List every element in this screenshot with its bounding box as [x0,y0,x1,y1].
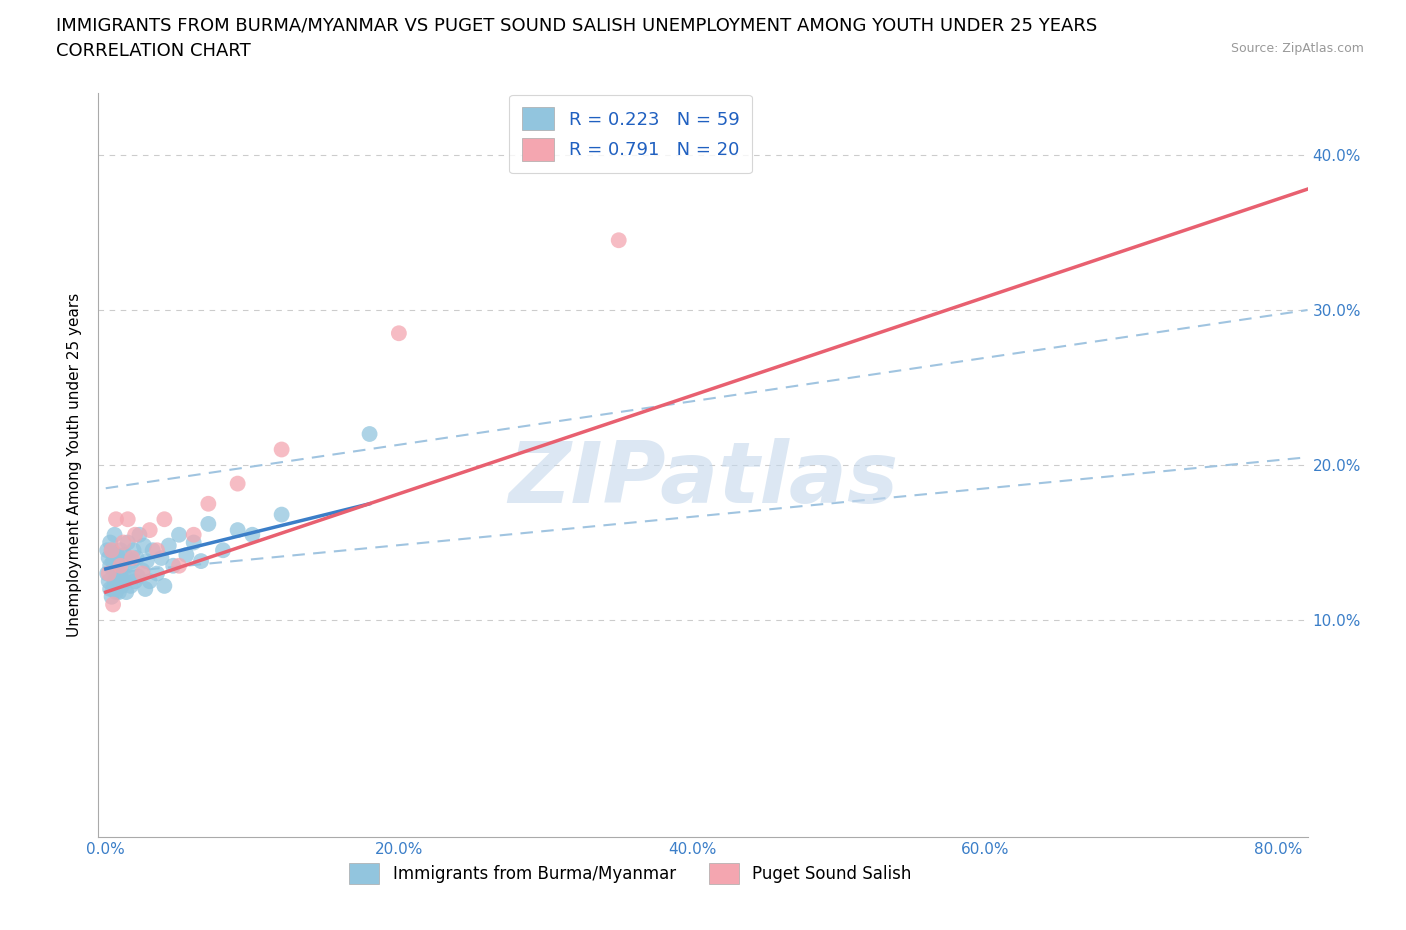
Point [97,566,120,581]
Point [388,326,411,340]
Point [108,566,131,581]
Point [122,543,145,558]
Point [176,548,198,563]
Point [146,566,169,581]
Point [167,558,190,573]
Point [150,551,173,565]
Point [103,527,125,542]
Point [105,512,128,526]
Point [107,548,129,563]
Point [132,538,155,553]
Point [111,553,134,568]
Point [240,527,263,542]
Legend: Immigrants from Burma/Myanmar, Puget Sound Salish: Immigrants from Burma/Myanmar, Puget Sou… [337,851,924,896]
Y-axis label: Unemployment Among Youth under 25 years: Unemployment Among Youth under 25 years [67,293,83,637]
Point [117,535,139,550]
Point [197,497,219,512]
Point [107,574,129,589]
Point [110,558,132,573]
Point [97,551,120,565]
Point [183,535,205,550]
Point [131,563,153,578]
Point [270,507,292,522]
Point [114,548,136,563]
Point [124,527,146,542]
Point [96,543,118,558]
Point [125,551,148,565]
Point [117,558,139,573]
Point [103,574,125,589]
Text: ZIPatlas: ZIPatlas [508,438,898,522]
Point [105,585,128,600]
Point [110,543,132,558]
Point [120,578,142,593]
Point [359,427,381,442]
Point [142,543,165,558]
Point [121,551,143,565]
Point [112,566,135,581]
Point [127,569,149,584]
Point [117,512,139,526]
Point [607,232,630,247]
Point [226,523,249,538]
Point [111,578,134,593]
Point [100,590,122,604]
Point [118,569,141,584]
Point [135,553,157,568]
Point [183,527,205,542]
Point [101,597,124,612]
Point [121,553,143,568]
Point [100,543,122,558]
Point [97,574,120,589]
Point [101,553,124,568]
Point [153,512,176,526]
Point [138,523,160,538]
Point [270,442,292,457]
Point [162,558,184,573]
Text: CORRELATION CHART: CORRELATION CHART [56,42,252,60]
Point [98,581,121,596]
Point [103,551,125,565]
Point [101,581,124,596]
Point [100,543,122,558]
Point [108,585,131,600]
Point [110,569,132,584]
Point [105,563,128,578]
Point [98,558,121,573]
Point [146,543,169,558]
Point [134,581,156,596]
Point [167,527,190,542]
Point [96,566,118,581]
Point [212,543,235,558]
Point [114,574,136,589]
Point [226,476,249,491]
Point [138,574,160,589]
Point [197,516,219,531]
Point [153,578,176,593]
Point [115,585,138,600]
Point [190,553,212,568]
Point [112,535,135,550]
Point [98,535,121,550]
Text: IMMIGRANTS FROM BURMA/MYANMAR VS PUGET SOUND SALISH UNEMPLOYMENT AMONG YOUTH UND: IMMIGRANTS FROM BURMA/MYANMAR VS PUGET S… [56,17,1098,34]
Point [128,527,150,542]
Point [131,566,153,581]
Point [157,538,180,553]
Point [124,574,146,589]
Text: Source: ZipAtlas.com: Source: ZipAtlas.com [1230,42,1364,55]
